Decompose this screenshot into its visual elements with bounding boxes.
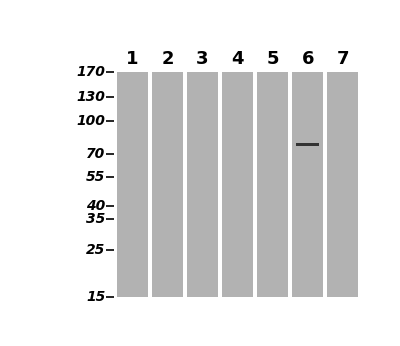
Text: 100: 100 (76, 115, 105, 128)
Text: 170: 170 (76, 65, 105, 79)
Text: 5: 5 (266, 50, 279, 68)
Bar (222, 72, 253, 297)
Bar (292, 72, 323, 297)
Bar (187, 72, 218, 297)
Text: 55: 55 (86, 170, 105, 184)
Text: 2: 2 (161, 50, 174, 68)
Bar (257, 72, 288, 297)
Text: 3: 3 (196, 50, 209, 68)
Text: 1: 1 (126, 50, 138, 68)
Text: 25: 25 (86, 243, 105, 257)
Text: 130: 130 (76, 90, 105, 104)
Text: 70: 70 (86, 147, 105, 162)
Text: 7: 7 (336, 50, 349, 68)
Text: 4: 4 (231, 50, 244, 68)
Text: 6: 6 (302, 50, 314, 68)
Text: 15: 15 (86, 290, 105, 304)
Bar (152, 72, 183, 297)
Bar (296, 143, 320, 146)
Text: 35: 35 (86, 212, 105, 226)
Text: 40: 40 (86, 199, 105, 213)
Bar (117, 72, 148, 297)
Bar (327, 72, 358, 297)
